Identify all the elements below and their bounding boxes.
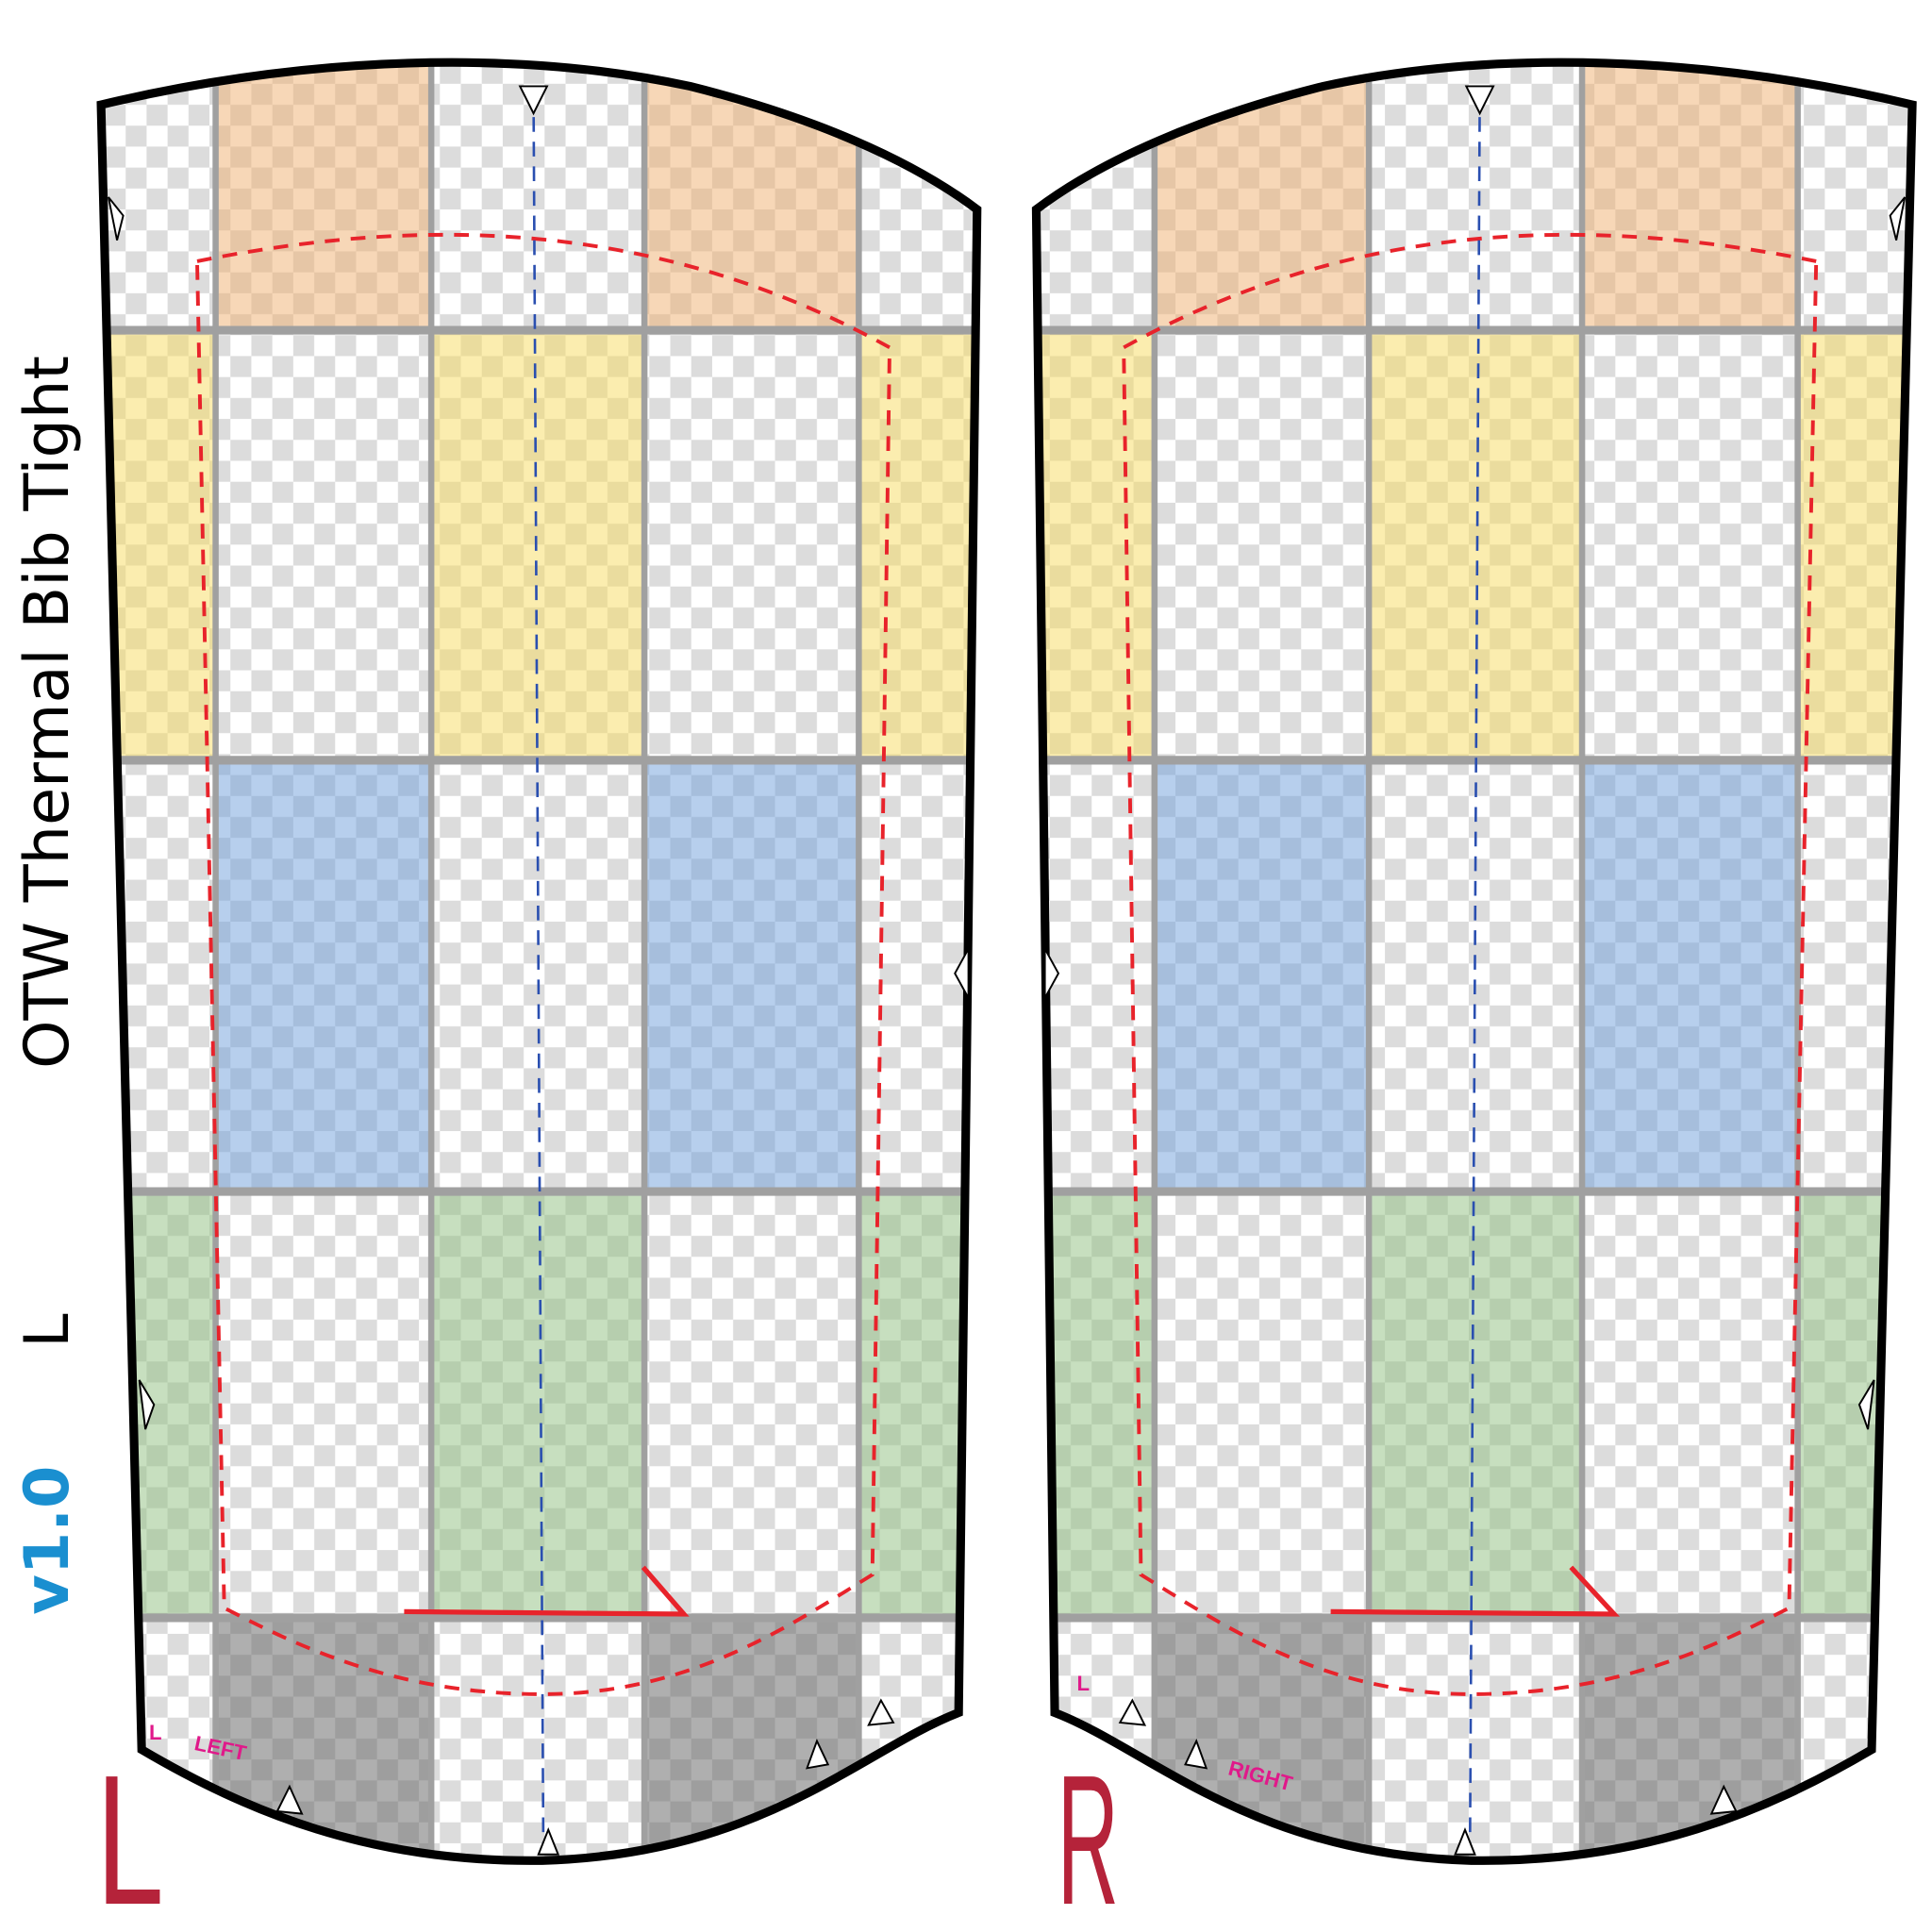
seam-line — [194, 232, 891, 1696]
version: v1.0 — [11, 1466, 83, 1615]
color-block — [215, 62, 432, 331]
color-block — [858, 330, 977, 760]
color-block — [644, 759, 859, 1192]
color-block — [431, 1191, 645, 1618]
piece-tag: L — [149, 1721, 162, 1744]
size: L — [11, 1313, 83, 1348]
notch — [107, 85, 970, 1856]
color-block — [215, 759, 432, 1192]
grainline — [1330, 1565, 1621, 1617]
outline — [96, 58, 982, 1865]
piece-label: R — [1058, 1737, 1119, 1932]
right-piece — [1003, 37, 1932, 1885]
color-block — [101, 330, 216, 760]
title: OTW Thermal Bib Tight — [11, 356, 83, 1069]
left-piece — [96, 58, 982, 1865]
piece-label: L — [96, 1737, 164, 1932]
color-block — [858, 1191, 977, 1618]
grainline — [404, 1565, 690, 1617]
center-line — [532, 92, 545, 1855]
piece-tag: L — [1077, 1672, 1091, 1695]
